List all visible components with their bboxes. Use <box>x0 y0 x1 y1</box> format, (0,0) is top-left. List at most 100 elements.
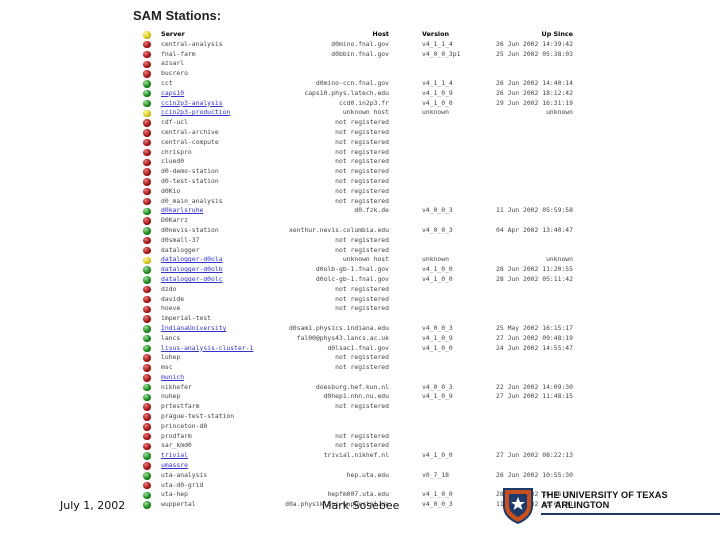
station-host: hepfm007.uta.edu <box>327 490 389 499</box>
station-version: v4_0_0_3 <box>422 225 453 234</box>
station-since: 28 Jun 2002 11:20:55 <box>496 265 573 274</box>
table-row: imperial-test <box>143 314 573 324</box>
station-name: cct <box>161 78 173 87</box>
station-host: not registered <box>335 167 389 176</box>
status-red-icon <box>143 40 151 49</box>
table-row: sar_kmd0 not registered <box>143 441 573 451</box>
station-host: ccd0.in2p3.fr <box>338 98 389 107</box>
status-yellow-icon <box>143 109 151 118</box>
status-yellow-icon <box>143 256 151 265</box>
station-link[interactable]: munich <box>161 372 185 381</box>
page-title: SAM Stations: <box>133 8 222 23</box>
table-row: d0-demo-station not registered <box>143 167 573 177</box>
station-name: princeton-d0 <box>161 421 208 430</box>
station-host: unknown host <box>342 108 389 117</box>
station-name: msc <box>161 363 173 372</box>
station-link[interactable]: caps10 <box>161 88 185 97</box>
station-host: d0olb-gb-1.fnal.gov <box>315 265 389 274</box>
status-red-icon <box>143 462 151 470</box>
status-green-icon <box>143 501 151 509</box>
station-name: d0small-37 <box>161 235 200 244</box>
status-red-icon <box>143 305 151 313</box>
station-version: v4_0_0_3 <box>422 500 453 509</box>
station-version: v4_1_1_4 <box>422 78 453 87</box>
status-red-icon <box>143 168 151 176</box>
station-name: fnal-farm <box>161 49 196 58</box>
status-green-icon <box>143 393 151 402</box>
table-row: umassre <box>143 461 573 471</box>
station-version: v4_1_0_9 <box>422 333 453 342</box>
station-since: unknown <box>546 255 573 264</box>
footer-date: July 1, 2002 <box>60 499 126 512</box>
station-name: central-analysis <box>161 39 223 48</box>
table-row: central-analysis d0mino.fnal.gov v4_1_1_4 2… <box>143 40 573 50</box>
table-row: uta-analysis hep.uta.edu v0_7_18 26 Jun 200… <box>143 471 573 481</box>
station-host: d0bbin.fnal.gov <box>331 49 389 58</box>
station-link[interactable]: ccin2p3-analysis <box>161 98 223 107</box>
status-green-icon <box>143 344 151 353</box>
university-logo: THE UNIVERSITY OF TEXAS AT ARLINGTON <box>500 486 720 526</box>
station-since: 29 Jun 2002 16:31:19 <box>496 98 573 107</box>
station-host: not registered <box>335 118 389 127</box>
station-since: 25 Jun 2002 05:38:03 <box>496 49 573 58</box>
station-name: cdf-ucl <box>161 118 188 127</box>
station-name: dzdo <box>161 284 177 293</box>
table-header-row: Server Host Version Up Since <box>143 30 573 40</box>
station-host: not registered <box>335 294 389 303</box>
station-since: unknown <box>546 108 573 117</box>
table-row: D0Karrz <box>143 216 573 226</box>
table-row: cdf-ucl not registered <box>143 118 573 128</box>
station-host: not registered <box>335 245 389 254</box>
station-version: v4_0_0_3p1 <box>422 49 461 58</box>
station-link[interactable]: datalogger-d0olc <box>161 274 223 283</box>
station-host: not registered <box>335 157 389 166</box>
station-link[interactable]: d0karlsruhe <box>161 206 204 215</box>
table-row: ccin2p3-analysis ccd0.in2p3.fr v4_1_0_0 29 … <box>143 99 573 109</box>
station-link[interactable]: umassre <box>161 461 188 470</box>
station-link[interactable]: datalogger-d0olb <box>161 265 223 274</box>
station-name: azsarl <box>161 59 185 68</box>
station-version: v4_1_0_0 <box>422 265 453 274</box>
station-name: prodfarm <box>161 431 192 440</box>
station-host: not registered <box>335 127 389 136</box>
table-row: datalogger-d0olc d0olc-gb-1.fnal.gov v4_1_… <box>143 275 573 285</box>
table-row: lisus-analysis-cluster-1 d0lsac1.fnal.gov… <box>143 344 573 354</box>
table-row: ccin2p3-production unknown host unknown unk… <box>143 108 573 118</box>
table-row: fnal-farm d0bbin.fnal.gov v4_0_0_3p1 25 Jun… <box>143 50 573 60</box>
station-name: bucrero <box>161 69 188 78</box>
station-name: uta-hep <box>161 490 188 499</box>
station-host: not registered <box>335 363 389 372</box>
station-link[interactable]: trivial <box>161 451 188 460</box>
status-green-icon <box>143 89 151 98</box>
status-red-icon <box>143 138 151 147</box>
table-row: hoeve not registered <box>143 304 573 314</box>
station-host: trivial.nikhef.nl <box>323 451 389 460</box>
station-since: 04 Apr 2002 13:40:47 <box>496 225 573 234</box>
station-name: central-compute <box>161 137 219 146</box>
station-host: d0sam1.physics.indiana.edu <box>288 323 389 332</box>
station-name: uta-analysis <box>161 470 208 479</box>
station-link[interactable]: IndianaUniversity <box>161 323 227 332</box>
table-row: prague-test-station <box>143 412 573 422</box>
table-row: nikhefer doesburg.hef.kun.nl v4_0_0_3 22 Ju… <box>143 383 573 393</box>
station-name: lancs <box>161 333 181 342</box>
status-red-icon <box>143 432 151 441</box>
status-red-icon <box>143 119 151 127</box>
station-since: 26 Jun 2002 18:12:42 <box>496 88 573 97</box>
station-link[interactable]: datalogger-d0ola <box>161 255 223 264</box>
status-red-icon <box>143 413 151 421</box>
station-link[interactable]: ccin2p3-production <box>161 108 231 117</box>
station-since: 26 Jun 2002 14:40:14 <box>496 78 573 87</box>
station-host: xenthur.nevis.columbia.edu <box>288 225 389 234</box>
station-link[interactable]: lisus-analysis-cluster-1 <box>161 343 254 352</box>
table-row: d0karlsruhe d0.fzk.de v4_0_0_3 11 Jun 2002 … <box>143 206 573 216</box>
table-row: datalogger-d0ola unknown host unknown unkno… <box>143 255 573 265</box>
table-row: central-compute not registered <box>143 138 573 148</box>
table-row: datalogger not registered <box>143 246 573 256</box>
station-version: v4_0_0_3 <box>422 323 453 332</box>
status-red-icon <box>143 423 151 431</box>
table-row: cct d0mino-ccn.fnal.gov v4_1_1_4 26 Jun 200… <box>143 79 573 89</box>
status-red-icon <box>143 50 151 59</box>
status-red-icon <box>143 158 151 167</box>
station-version: unknown <box>422 108 449 117</box>
